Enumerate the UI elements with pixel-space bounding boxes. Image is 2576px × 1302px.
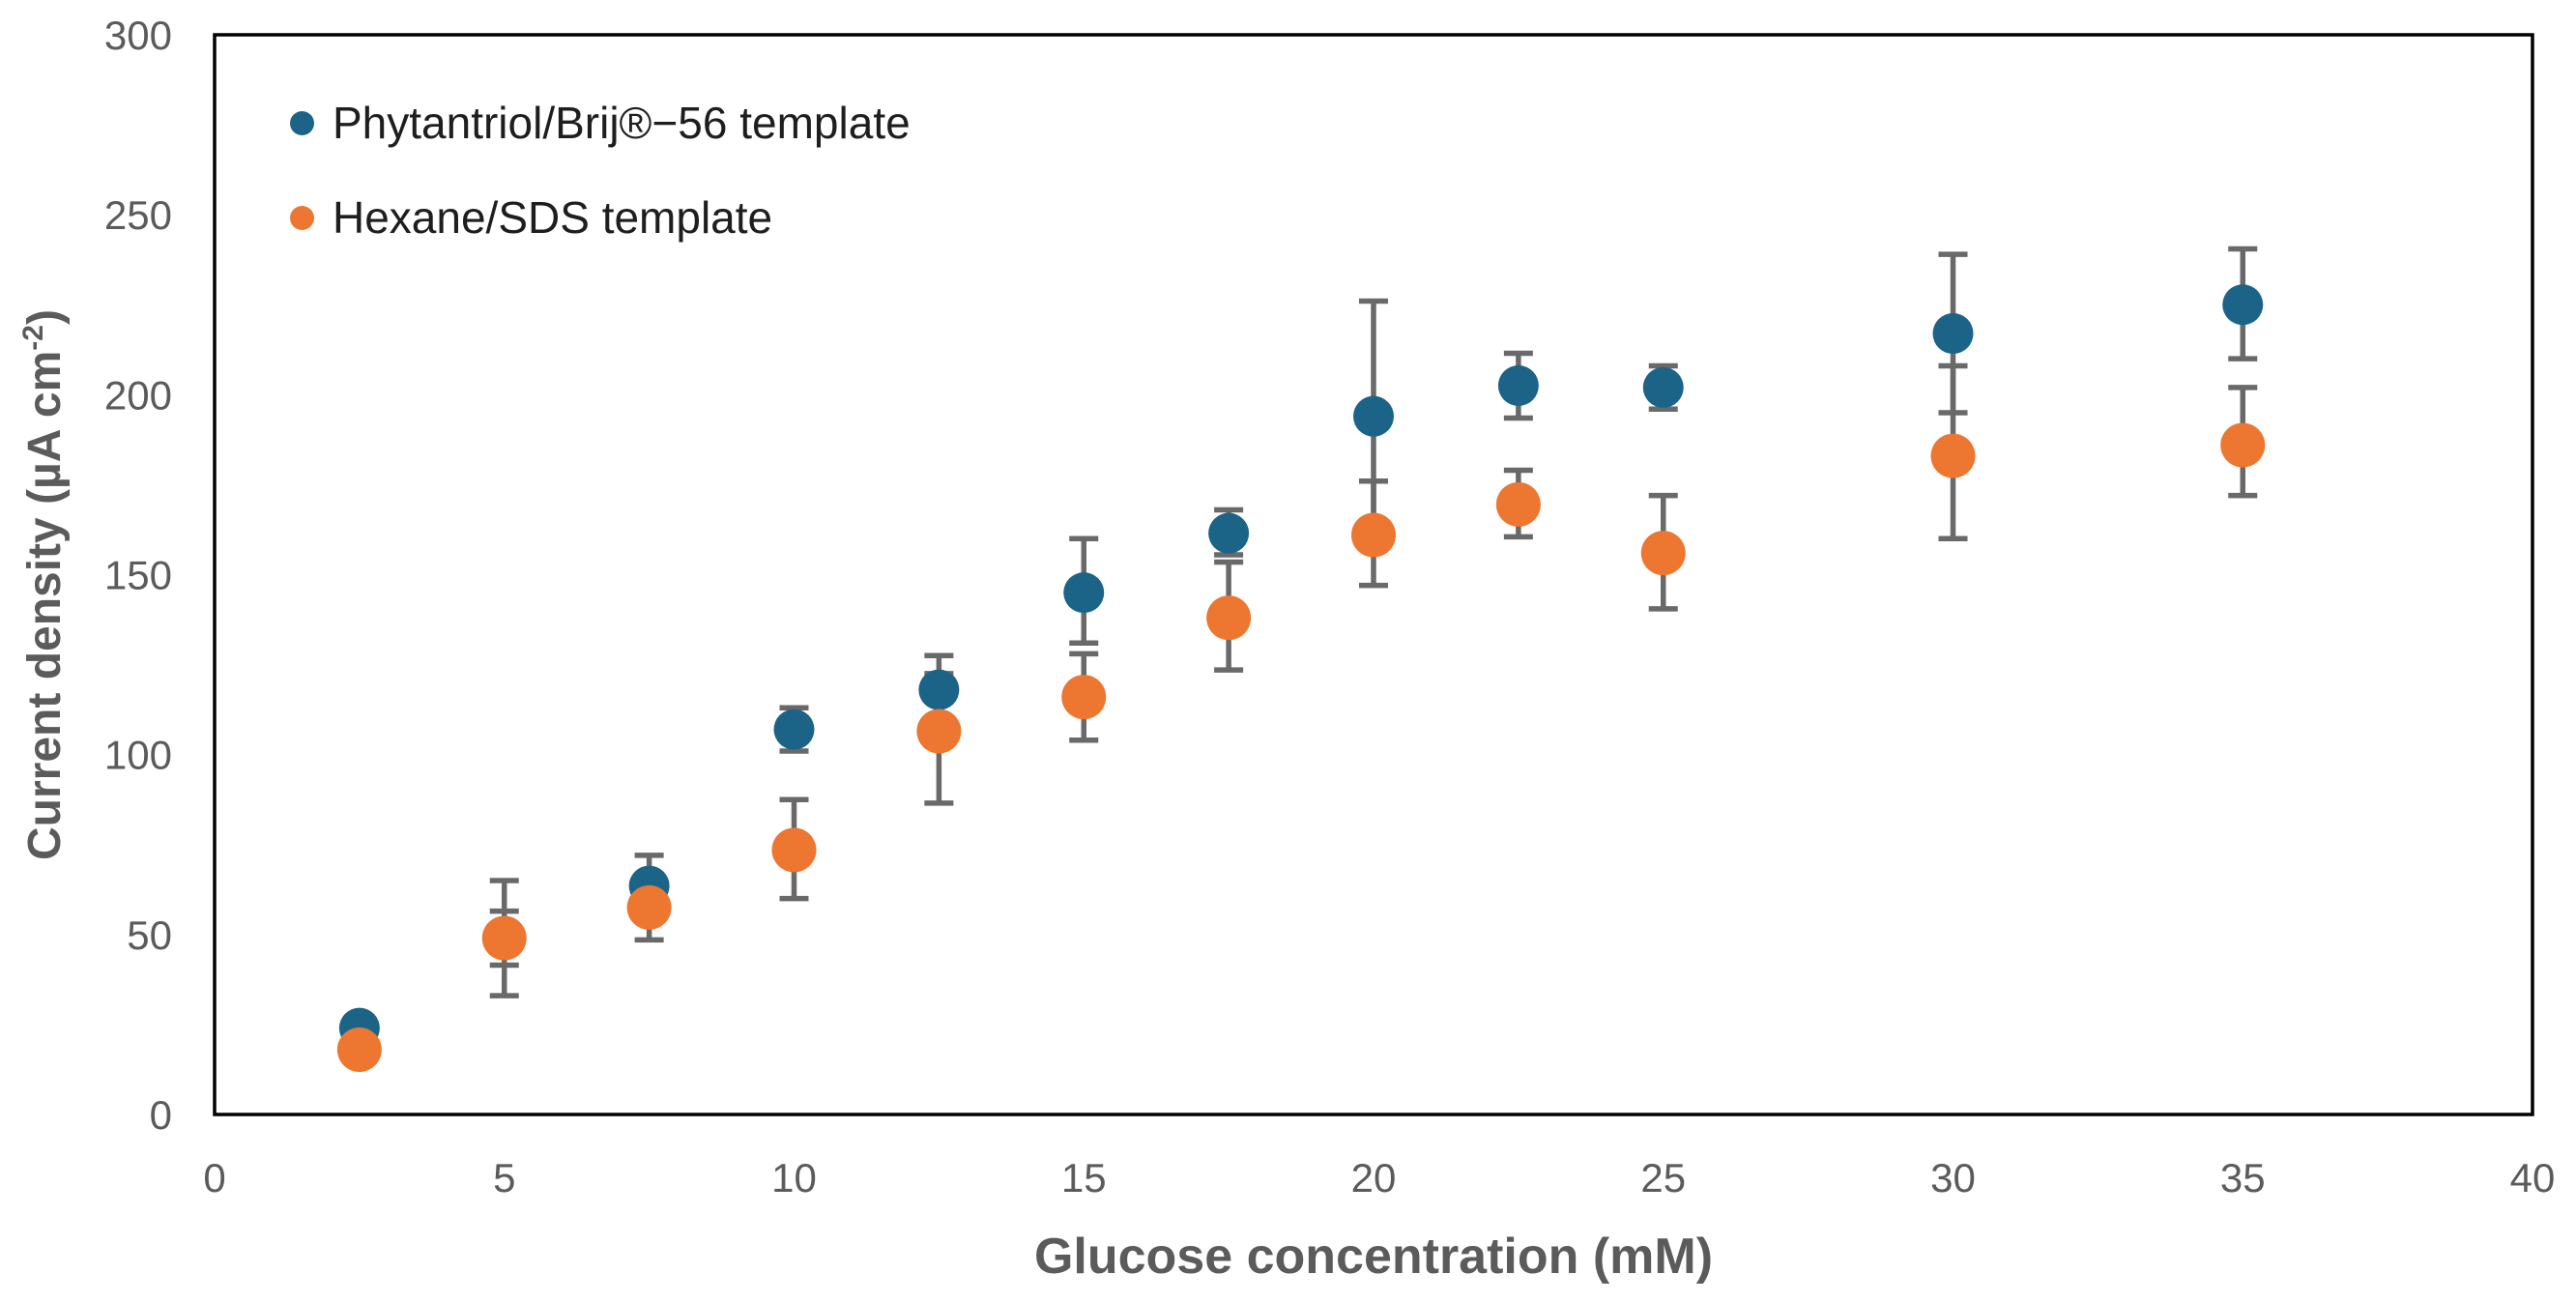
x-tick-label: 5 [493, 1155, 515, 1201]
x-tick-label: 30 [1930, 1155, 1976, 1201]
data-point-hexane [1640, 531, 1686, 576]
y-tick-label: 0 [150, 1092, 172, 1138]
data-point-hexane [336, 1027, 382, 1072]
data-point-hexane [771, 827, 817, 873]
data-point-phytantriol [918, 669, 960, 710]
x-tick-label: 0 [203, 1155, 225, 1201]
x-tick-label: 35 [2220, 1155, 2266, 1201]
data-point-hexane [916, 709, 962, 754]
y-tick-label: 250 [104, 192, 172, 238]
data-point-hexane [1351, 512, 1396, 558]
data-point-hexane [1206, 595, 1252, 641]
y-tick-label: 300 [104, 13, 172, 58]
data-point-phytantriol [1932, 313, 1974, 355]
data-point-phytantriol [773, 709, 815, 750]
data-point-hexane [1930, 433, 1976, 478]
data-point-phytantriol [2222, 284, 2264, 326]
x-tick-label: 10 [771, 1155, 817, 1201]
y-tick-label: 150 [104, 553, 172, 598]
y-tick-label: 100 [104, 733, 172, 778]
data-point-hexane [481, 915, 527, 961]
x-axis-title: Glucose concentration (mM) [1034, 1229, 1713, 1285]
y-tick-label: 200 [104, 372, 172, 418]
x-tick-label: 15 [1061, 1155, 1107, 1201]
data-point-hexane [2220, 422, 2266, 468]
data-point-hexane [1061, 675, 1107, 720]
data-point-hexane [1495, 481, 1541, 527]
data-point-phytantriol [1353, 395, 1394, 437]
data-point-phytantriol [1497, 365, 1539, 407]
data-point-phytantriol [1642, 366, 1684, 408]
plot-frame [213, 33, 2534, 1116]
x-tick-label: 20 [1351, 1155, 1397, 1201]
data-point-phytantriol [1063, 572, 1105, 614]
x-tick-label: 40 [2510, 1155, 2556, 1201]
data-point-phytantriol [1208, 512, 1250, 554]
x-tick-label: 25 [1640, 1155, 1686, 1201]
data-point-hexane [626, 884, 672, 930]
y-axis-title: Current density (µA cm-2) [17, 309, 71, 860]
y-tick-label: 50 [127, 912, 172, 958]
